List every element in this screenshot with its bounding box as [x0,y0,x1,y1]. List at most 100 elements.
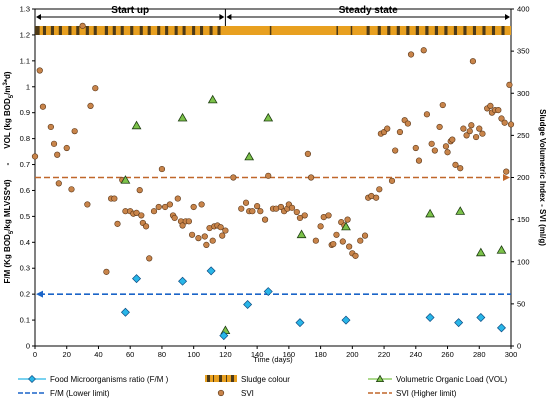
y-left-label-dash: - [3,162,12,165]
sludge-band-segment [182,26,186,35]
sludge-band-segment [434,26,439,35]
svi-point [325,212,332,219]
svi-point [288,204,296,211]
sludge-band-segment [115,26,121,35]
svi-point [219,232,226,239]
phase-header: Start up Steady state [36,5,510,26]
svi-point [217,224,224,231]
sludge-band-segment [377,26,381,35]
sludge-band-segment [71,26,77,35]
svi-point [472,133,480,141]
svi-point [71,128,78,135]
sludge-band-segment [79,26,86,35]
y-left-tick-label: 0.3 [20,264,30,273]
svi-point [155,203,162,211]
svi-point [466,128,473,135]
phase-label-start-up: Start up [111,5,149,16]
svi-point [487,102,494,109]
svi-point [301,212,308,219]
sludge-band-segment [472,26,477,35]
sludge-band-segment [209,26,213,35]
svi-point [87,102,94,109]
sludge-band-segment [195,26,201,35]
svi-point [442,143,450,150]
svi-point [495,106,502,114]
sludge-band-segment [425,26,429,35]
sludge-band-segment [85,26,89,35]
svi-limit-arrowhead [503,174,510,181]
svi-point [468,122,475,129]
y-left-tick-label: 0.7 [20,160,30,169]
svi-point [396,128,404,136]
sludge-band-segment [50,26,55,35]
y-left-tick-label: 1.1 [20,56,30,65]
sludge-band-segment [390,26,397,35]
vol-point [120,175,131,184]
svi-point [330,240,337,248]
svi-point [376,186,383,193]
sludge-band-segment [380,26,388,35]
data-marks [31,22,515,341]
svi-point [501,119,508,126]
y-left-tick-label: 0.8 [20,134,30,143]
svi-point [449,136,456,143]
vol-point [244,151,255,161]
svi-point [146,255,153,262]
sludge-band-segment [177,26,183,35]
svi-point [352,252,359,259]
sludge-band-segment [42,26,47,35]
svi-point [190,203,197,211]
legend-swatch-sludge-stripe [226,375,227,382]
svi-point [47,123,54,131]
svi-point [344,216,351,223]
y-left-axis-label: F/M (Kg BOD5/kg MLVSS*d)-VOL (kg BOD5/m3… [3,71,15,283]
svi-point [479,130,486,137]
svi-point [179,222,186,229]
sludge-band-segment [338,26,351,35]
legend-swatch-sludge-stripe [219,375,222,382]
sludge-band-segment [485,26,492,35]
svi-point [39,103,47,110]
sludge-band-segment [453,26,458,35]
x-tick-label: 80 [158,350,166,359]
y-left-tick-label: 0.6 [20,186,30,195]
svi-point [242,199,250,206]
sludge-band-segment [142,26,148,35]
axis-ticks: 0 20 40 60 80 100 120 140 160 180 200 220 240 260 280 3… [20,5,530,360]
sludge-band-segment [174,26,178,35]
sludge-band-segment [76,26,80,35]
sludge-band-segment [104,26,108,35]
sludge-band-segment [133,26,140,35]
legend-label-vol: Volumetric Organic Load (VOL) [396,375,507,384]
sludge-band-segment [269,26,272,35]
sludge-band-segment [352,26,367,35]
fm-point [341,315,351,325]
svi-point [63,144,70,152]
sludge-band-segment [150,26,158,35]
sludge-band-segment [93,26,97,35]
sludge-band-segment [409,26,416,35]
sludge-band-segment [387,26,391,35]
svi-point [296,214,304,222]
legend: Food Microorganisms ratio (F/M ) Sludge … [18,374,507,398]
svi-point [392,147,399,154]
svi-point [384,125,391,132]
fm-point [454,318,464,328]
y-left-tick-label: 0.9 [20,108,30,117]
svi-point [357,237,364,244]
sludge-band-segment [46,26,51,35]
legend-swatch-fm [28,375,36,383]
svi-point [36,67,43,74]
svi-point [136,187,143,194]
sludge-band-segment [168,26,175,35]
x-tick-label: 20 [63,350,71,359]
svi-point [460,125,467,132]
sludge-band-segment [123,26,131,35]
sludge-band-segment [406,26,410,35]
phase-arrowhead [36,14,41,20]
y-right-tick-label: 100 [517,257,530,266]
sludge-band-segment [399,26,407,35]
sludge-band-segment [212,26,218,35]
svi-point [388,177,396,184]
